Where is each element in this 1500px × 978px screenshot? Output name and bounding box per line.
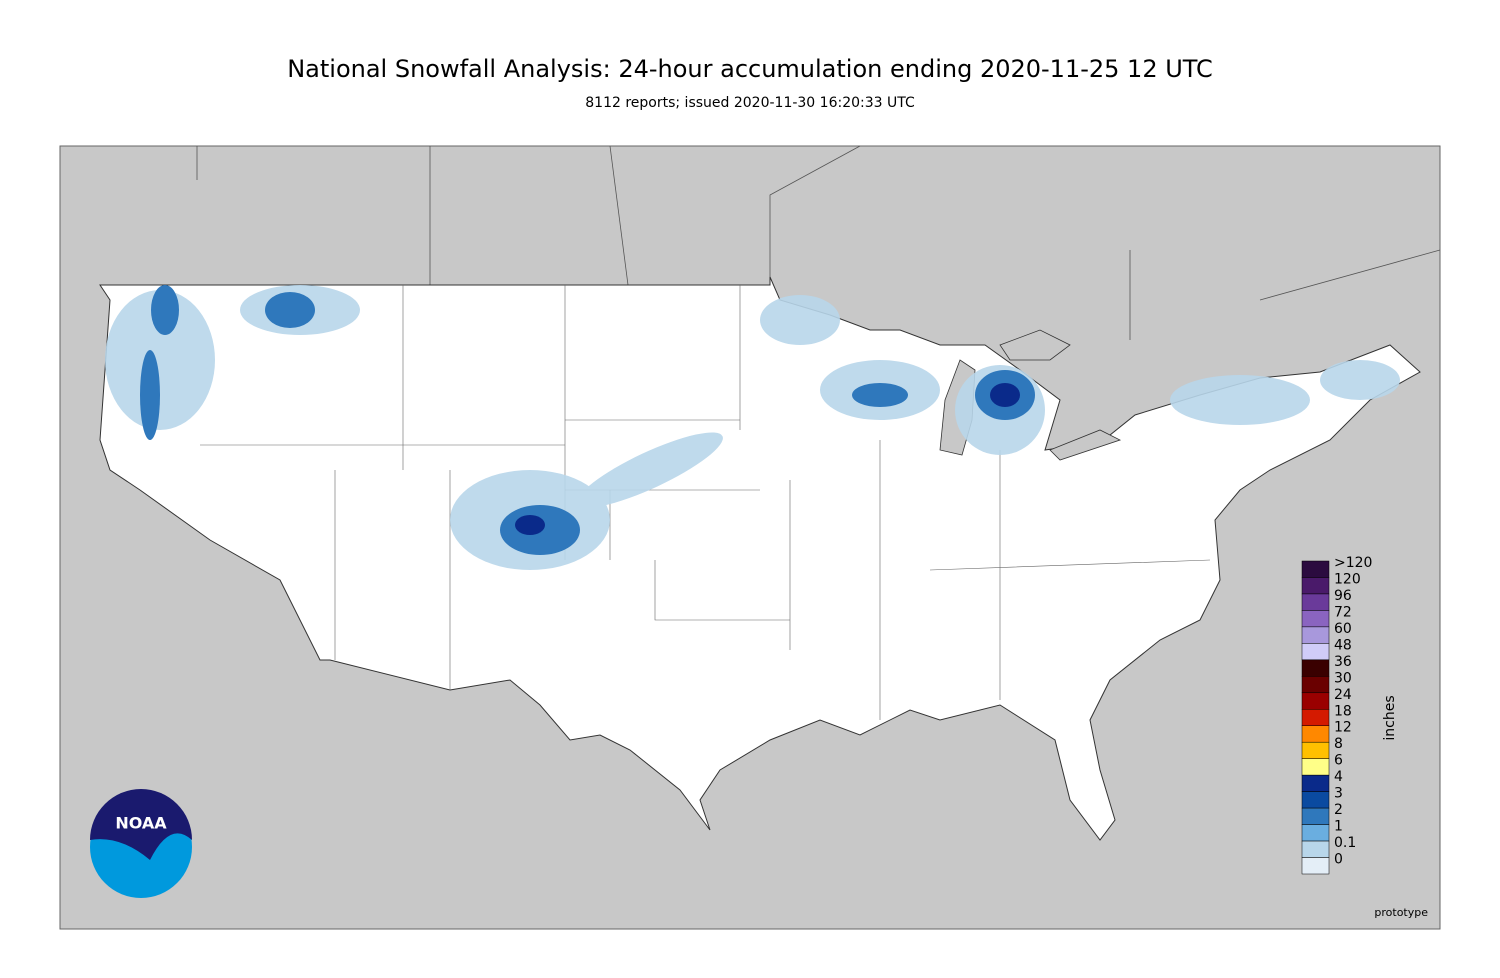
legend-label: 30	[1334, 670, 1352, 686]
legend-label: 18	[1334, 703, 1352, 719]
legend-label: 24	[1334, 687, 1352, 703]
logo-top	[90, 789, 192, 860]
legend-label: 60	[1334, 621, 1352, 637]
legend-label: 96	[1334, 588, 1352, 604]
legend-swatch	[1301, 560, 1330, 578]
legend-label: 48	[1334, 637, 1352, 653]
legend-swatch	[1301, 577, 1330, 595]
legend-label: 1	[1334, 819, 1343, 835]
legend-swatch	[1301, 593, 1330, 611]
title: National Snowfall Analysis: 24-hour accu…	[287, 55, 1213, 83]
legend-swatch	[1301, 676, 1330, 694]
legend-label: 12	[1334, 720, 1352, 736]
legend-swatch	[1301, 659, 1330, 677]
legend-swatch	[1301, 741, 1330, 759]
legend-swatch	[1301, 709, 1330, 726]
legend-swatch	[1301, 824, 1330, 842]
snow-heavy	[140, 285, 1035, 555]
legend-swatch	[1301, 610, 1330, 628]
state-borders	[200, 285, 1211, 720]
map	[59, 145, 1441, 930]
logo-text: NOAA	[115, 814, 167, 833]
legend-swatch	[1301, 774, 1330, 792]
legend-label: 120	[1334, 571, 1361, 587]
snow-heaviest	[515, 383, 1020, 535]
legend-label: 8	[1334, 736, 1343, 752]
legend-label: 72	[1334, 604, 1352, 620]
legend-swatch	[1301, 807, 1330, 825]
noaa-logo: NOAA	[90, 789, 192, 898]
legend-label: 4	[1334, 769, 1343, 785]
legend-swatch	[1301, 857, 1330, 875]
legend-label: 0.1	[1334, 835, 1356, 851]
legend-label: 2	[1334, 802, 1343, 818]
legend-swatch	[1301, 692, 1330, 710]
legend-unit: inches	[1382, 695, 1398, 740]
legend-swatch	[1301, 791, 1330, 809]
great-lakes	[939, 329, 1122, 461]
legend-swatch	[1301, 725, 1330, 743]
legend-label: 3	[1334, 786, 1343, 802]
us-land	[99, 276, 1421, 841]
legend-swatch	[1301, 758, 1330, 776]
legend-swatch	[1301, 643, 1330, 661]
subtitle: 8112 reports; issued 2020-11-30 16:20:33…	[585, 95, 915, 111]
province-borders	[196, 145, 1441, 340]
legend-label: 0	[1334, 852, 1343, 868]
legend-swatch	[1301, 840, 1330, 858]
legend-swatch	[1301, 626, 1330, 644]
legend-label: >120	[1334, 555, 1372, 571]
legend-label: 36	[1334, 654, 1352, 670]
footer-note: prototype	[1374, 906, 1428, 919]
legend-label: 6	[1334, 753, 1343, 769]
